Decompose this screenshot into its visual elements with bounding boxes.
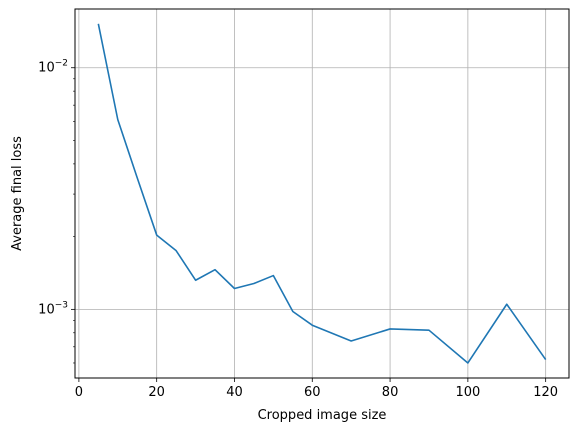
x-axis-label: Cropped image size bbox=[258, 408, 387, 423]
x-tick-label: 20 bbox=[148, 385, 165, 400]
series-line bbox=[97, 23, 547, 364]
x-tick-label: 40 bbox=[226, 385, 243, 400]
x-tick-label: 80 bbox=[382, 385, 399, 400]
x-tick-label: 120 bbox=[533, 385, 558, 400]
y-tick-label: 10−3 bbox=[38, 300, 68, 317]
plot-frame bbox=[74, 8, 570, 379]
x-tick-label: 0 bbox=[75, 385, 83, 400]
ticks-layer: 0 20 40 60 80 100 120 10−3 10−2 bbox=[38, 59, 558, 400]
x-tick-label: 100 bbox=[455, 385, 480, 400]
x-tick-label: 60 bbox=[304, 385, 321, 400]
y-axis-label: Average final loss bbox=[10, 136, 25, 251]
series-layer bbox=[97, 23, 547, 364]
y-tick-label: 10−2 bbox=[38, 59, 68, 76]
gridlines bbox=[75, 9, 569, 378]
